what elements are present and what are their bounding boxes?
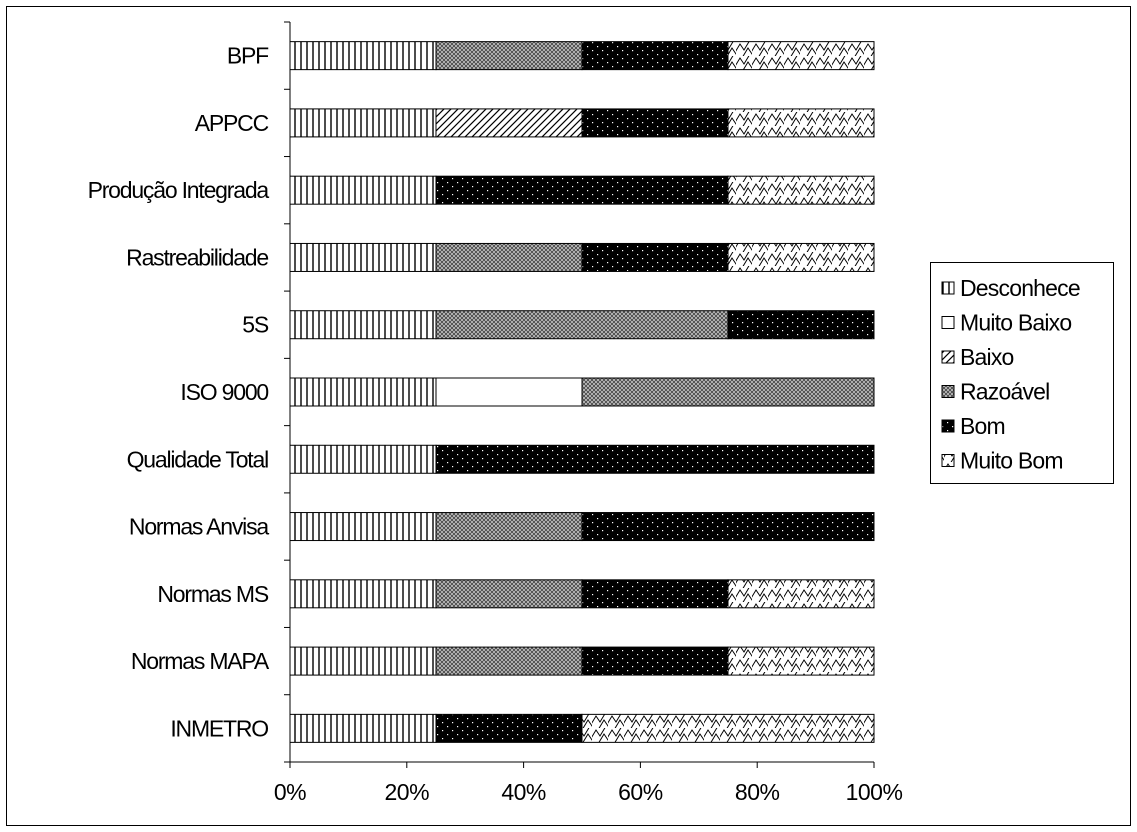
x-tick-label: 0% [274,779,306,805]
bar-rastreabilidade-bom [581,242,729,272]
bar-producao-integrada-bom [435,175,729,205]
bar-qualidade-total-bom [435,444,875,474]
bars-layer [289,41,875,743]
bar-iso-9000-muito-baixo [435,377,583,407]
legend-box [930,262,1114,484]
x-tick-label: 40% [501,779,546,805]
bar-appcc-bom [581,108,729,138]
category-label: 5S [242,312,269,338]
bar-appcc-muito-bom [727,108,875,138]
legend-label-bom: Bom [960,413,1005,439]
bar-inmetro-bom [435,713,583,743]
category-label: Rastreabilidade [126,244,268,270]
x-tick-label: 60% [618,779,663,805]
bar-normas-anvisa-desconhece [289,512,437,542]
bar-normas-mapa-bom [581,646,729,676]
bar-rastreabilidade-razoavel [435,242,583,272]
bar-normas-anvisa-razoavel [435,512,583,542]
bar-producao-integrada-muito-bom [727,175,875,205]
legend-swatch-desconhece [941,281,955,295]
bar-normas-mapa-muito-bom [727,646,875,676]
bar-5s-desconhece [289,310,437,340]
bar-qualidade-total-desconhece [289,444,437,474]
bar-5s-bom [727,310,875,340]
x-tick-label: 20% [385,779,430,805]
bar-iso-9000-desconhece [289,377,437,407]
category-label: Normas MS [157,581,268,607]
bar-bpf-bom [581,41,729,71]
category-label: Normas MAPA [131,648,270,674]
category-label: INMETRO [170,715,268,741]
legend-label-muito-bom: Muito Bom [960,448,1063,474]
bar-normas-mapa-razoavel [435,646,583,676]
legend-swatch-baixo [941,350,955,364]
legend-label-muito-baixo: Muito Baixo [960,310,1071,336]
bar-appcc-baixo [435,108,583,138]
legend-label-baixo: Baixo [960,344,1014,370]
bar-normas-ms-desconhece [289,579,437,609]
legend-label-desconhece: Desconhece [960,275,1080,301]
bar-bpf-muito-bom [727,41,875,71]
legend-swatch-bom [941,419,955,433]
bar-normas-ms-razoavel [435,579,583,609]
bar-inmetro-desconhece [289,713,437,743]
bar-normas-ms-bom [581,579,729,609]
category-label: ISO 9000 [180,379,268,405]
bar-producao-integrada-desconhece [289,175,437,205]
category-label: APPCC [195,110,269,136]
bar-iso-9000-razoavel [581,377,875,407]
category-label: BPF [227,43,269,69]
bar-rastreabilidade-muito-bom [727,242,875,272]
bar-normas-anvisa-bom [581,512,875,542]
bar-appcc-desconhece [289,108,437,138]
axis-layer [284,21,875,768]
bar-rastreabilidade-desconhece [289,242,437,272]
labels-layer: BPF APPCC Produção Integrada Rastreabilidad… [88,43,903,805]
legend-swatch-muito-baixo [941,316,955,329]
bar-inmetro-muito-bom [581,713,875,743]
legend: Desconhece Muito Baixo Baixo Razoável Bom Mui… [930,262,1114,484]
x-tick-label: 80% [735,779,780,805]
bar-bpf-desconhece [289,41,437,71]
bar-normas-ms-muito-bom [727,579,875,609]
x-tick-label: 100% [846,779,903,805]
legend-swatch-muito-bom [941,454,955,467]
bar-bpf-razoavel [435,41,583,71]
legend-swatch-razoavel [941,385,955,398]
bar-normas-mapa-desconhece [289,646,437,676]
legend-label-razoavel: Razoável [960,379,1050,405]
category-label: Normas Anvisa [129,514,269,540]
category-label: Produção Integrada [88,177,270,203]
bar-5s-razoavel [435,310,729,340]
category-label: Qualidade Total [127,446,269,472]
